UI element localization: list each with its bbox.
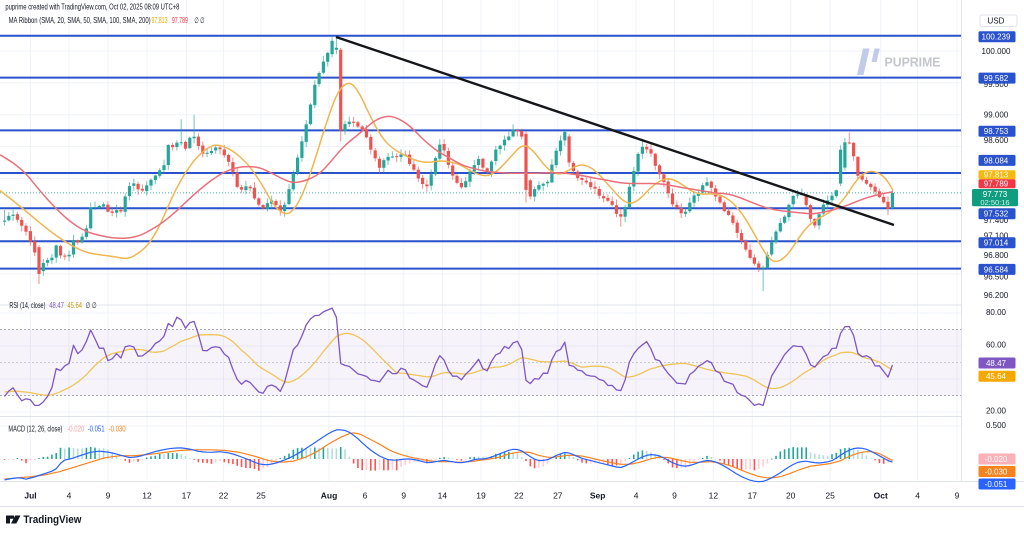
svg-text:97.789: 97.789 [172,16,188,25]
svg-text:27: 27 [553,491,563,501]
svg-text:22: 22 [219,491,229,501]
svg-text:45.64: 45.64 [67,301,82,310]
svg-text:9: 9 [401,491,406,501]
svg-text:-0.020: -0.020 [67,425,84,434]
svg-text:-0.020: -0.020 [985,455,1008,464]
svg-text:98.600: 98.600 [984,136,1009,145]
svg-text:99.000: 99.000 [984,111,1009,120]
svg-text:98.084: 98.084 [984,156,1009,165]
svg-text:14: 14 [438,491,448,501]
svg-text:25: 25 [825,491,835,501]
svg-text:4: 4 [915,491,920,501]
svg-text:20: 20 [786,491,796,501]
svg-text:96.200: 96.200 [984,291,1009,300]
svg-text:Aug: Aug [321,491,338,501]
svg-text:97.813: 97.813 [152,16,168,25]
svg-text:96.500: 96.500 [984,272,1009,281]
svg-text:97.773: 97.773 [983,190,1008,199]
svg-text:97.400: 97.400 [984,216,1009,225]
svg-text:02:50:16: 02:50:16 [980,198,1009,207]
svg-text:9: 9 [955,491,960,501]
svg-text:99.582: 99.582 [984,74,1009,83]
svg-text:4: 4 [634,491,639,501]
svg-text:99.500: 99.500 [984,80,1009,89]
svg-text:-0.051: -0.051 [88,425,105,434]
svg-text:19: 19 [476,491,486,501]
svg-text:20.00: 20.00 [986,406,1007,415]
svg-text:12: 12 [142,491,152,501]
svg-text:97.100: 97.100 [984,232,1009,241]
svg-text:17: 17 [748,491,758,501]
svg-text:48.47: 48.47 [49,301,64,310]
svg-text:97.532: 97.532 [984,210,1009,219]
svg-text:100.239: 100.239 [982,33,1011,42]
svg-text:4: 4 [67,491,72,501]
svg-text:60.00: 60.00 [986,340,1007,349]
svg-text:97.789: 97.789 [984,180,1009,189]
svg-text:USD: USD [988,17,1005,26]
svg-text:PUPRIME: PUPRIME [885,56,941,70]
svg-text:22: 22 [514,491,524,501]
svg-text:96.800: 96.800 [984,251,1009,260]
svg-text:9: 9 [672,491,677,501]
svg-text:100.000: 100.000 [982,47,1011,56]
svg-text:96.584: 96.584 [984,265,1009,274]
svg-text:17: 17 [182,491,192,501]
svg-text:48.47: 48.47 [986,359,1007,368]
svg-text:9: 9 [106,491,111,501]
svg-text:98.753: 98.753 [984,127,1009,136]
svg-text:80.00: 80.00 [986,308,1007,317]
svg-text:-0.030: -0.030 [109,425,126,434]
svg-text:25: 25 [256,491,266,501]
svg-text:-0.051: -0.051 [985,480,1008,489]
svg-text:Sep: Sep [590,491,606,501]
svg-text:-0.030: -0.030 [985,467,1008,476]
svg-text:Oct: Oct [874,491,888,501]
svg-text:RSI (14, close): RSI (14, close) [9,301,45,310]
svg-text:TradingView: TradingView [23,514,81,526]
svg-text:∅ ∅: ∅ ∅ [86,301,97,310]
svg-text:12: 12 [709,491,719,501]
svg-text:MA Ribbon (SMA, 20, SMA, 50, S: MA Ribbon (SMA, 20, SMA, 50, SMA, 100, S… [9,16,151,25]
svg-text:97.813: 97.813 [984,171,1009,180]
svg-text:97.014: 97.014 [984,239,1009,248]
svg-text:0.500: 0.500 [986,421,1007,430]
svg-text:puprime created with TradingVi: puprime created with TradingView.com, Oc… [5,3,179,12]
svg-text:6: 6 [363,491,368,501]
svg-text:∅ ∅: ∅ ∅ [194,16,204,25]
svg-text:Jul: Jul [24,491,36,501]
svg-text:45.64: 45.64 [986,372,1007,381]
svg-text:MACD (12, 26, close): MACD (12, 26, close) [8,425,62,434]
